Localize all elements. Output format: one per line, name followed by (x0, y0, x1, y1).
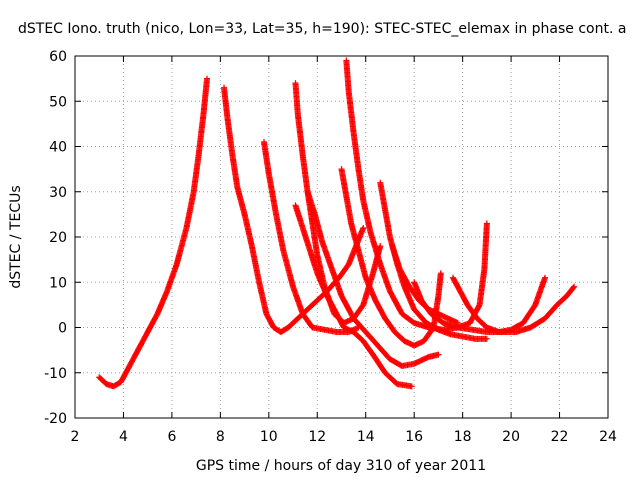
y-tick-label: -20 (44, 411, 67, 427)
x-tick-label: 22 (551, 429, 569, 445)
data-marks (96, 57, 578, 390)
series-8 (343, 57, 490, 333)
x-tick-label: 16 (405, 429, 423, 445)
series-4 (292, 80, 384, 326)
series-5 (292, 202, 415, 390)
x-tick-label: 20 (502, 429, 520, 445)
y-tick-label: 10 (49, 275, 67, 291)
x-axis-title: GPS time / hours of day 310 of year 2011 (196, 458, 486, 474)
x-tick-label: 18 (454, 429, 472, 445)
data-point (204, 75, 211, 82)
data-point (571, 283, 578, 290)
y-tick-label: 60 (49, 49, 67, 65)
data-point (377, 243, 384, 250)
data-point (483, 220, 490, 227)
x-tick-label: 2 (71, 429, 80, 445)
data-point (360, 224, 367, 231)
data-point (408, 383, 415, 390)
x-tick-label: 10 (260, 429, 278, 445)
y-tick-label: -10 (44, 366, 67, 382)
x-tick-label: 6 (167, 429, 176, 445)
series-7 (338, 166, 444, 349)
x-tick-label: 12 (308, 429, 326, 445)
series-1 (96, 75, 211, 390)
x-tick-label: 8 (216, 429, 225, 445)
chart-title: dSTEC Iono. truth (nico, Lon=33, Lat=35,… (18, 21, 626, 37)
y-tick-label: 0 (58, 321, 67, 337)
data-point (437, 270, 444, 277)
y-tick-label: 50 (49, 94, 67, 110)
x-tick-label: 14 (357, 429, 375, 445)
plot-frame (74, 55, 609, 419)
data-point (570, 284, 577, 291)
series-12 (411, 279, 578, 336)
data-point (483, 335, 490, 342)
axis-ticks (74, 55, 609, 419)
data-point (542, 274, 549, 281)
x-tick-label: 4 (119, 429, 128, 445)
y-tick-label: 40 (49, 140, 67, 156)
y-tick-label: 30 (49, 185, 67, 201)
series-11 (449, 274, 549, 336)
y-axis-title: dSTEC / TECUs (8, 185, 24, 288)
y-tick-label: 20 (49, 230, 67, 246)
series-6 (304, 188, 442, 369)
grid (75, 56, 608, 418)
x-tick-label: 24 (599, 429, 617, 445)
data-point (435, 351, 442, 358)
